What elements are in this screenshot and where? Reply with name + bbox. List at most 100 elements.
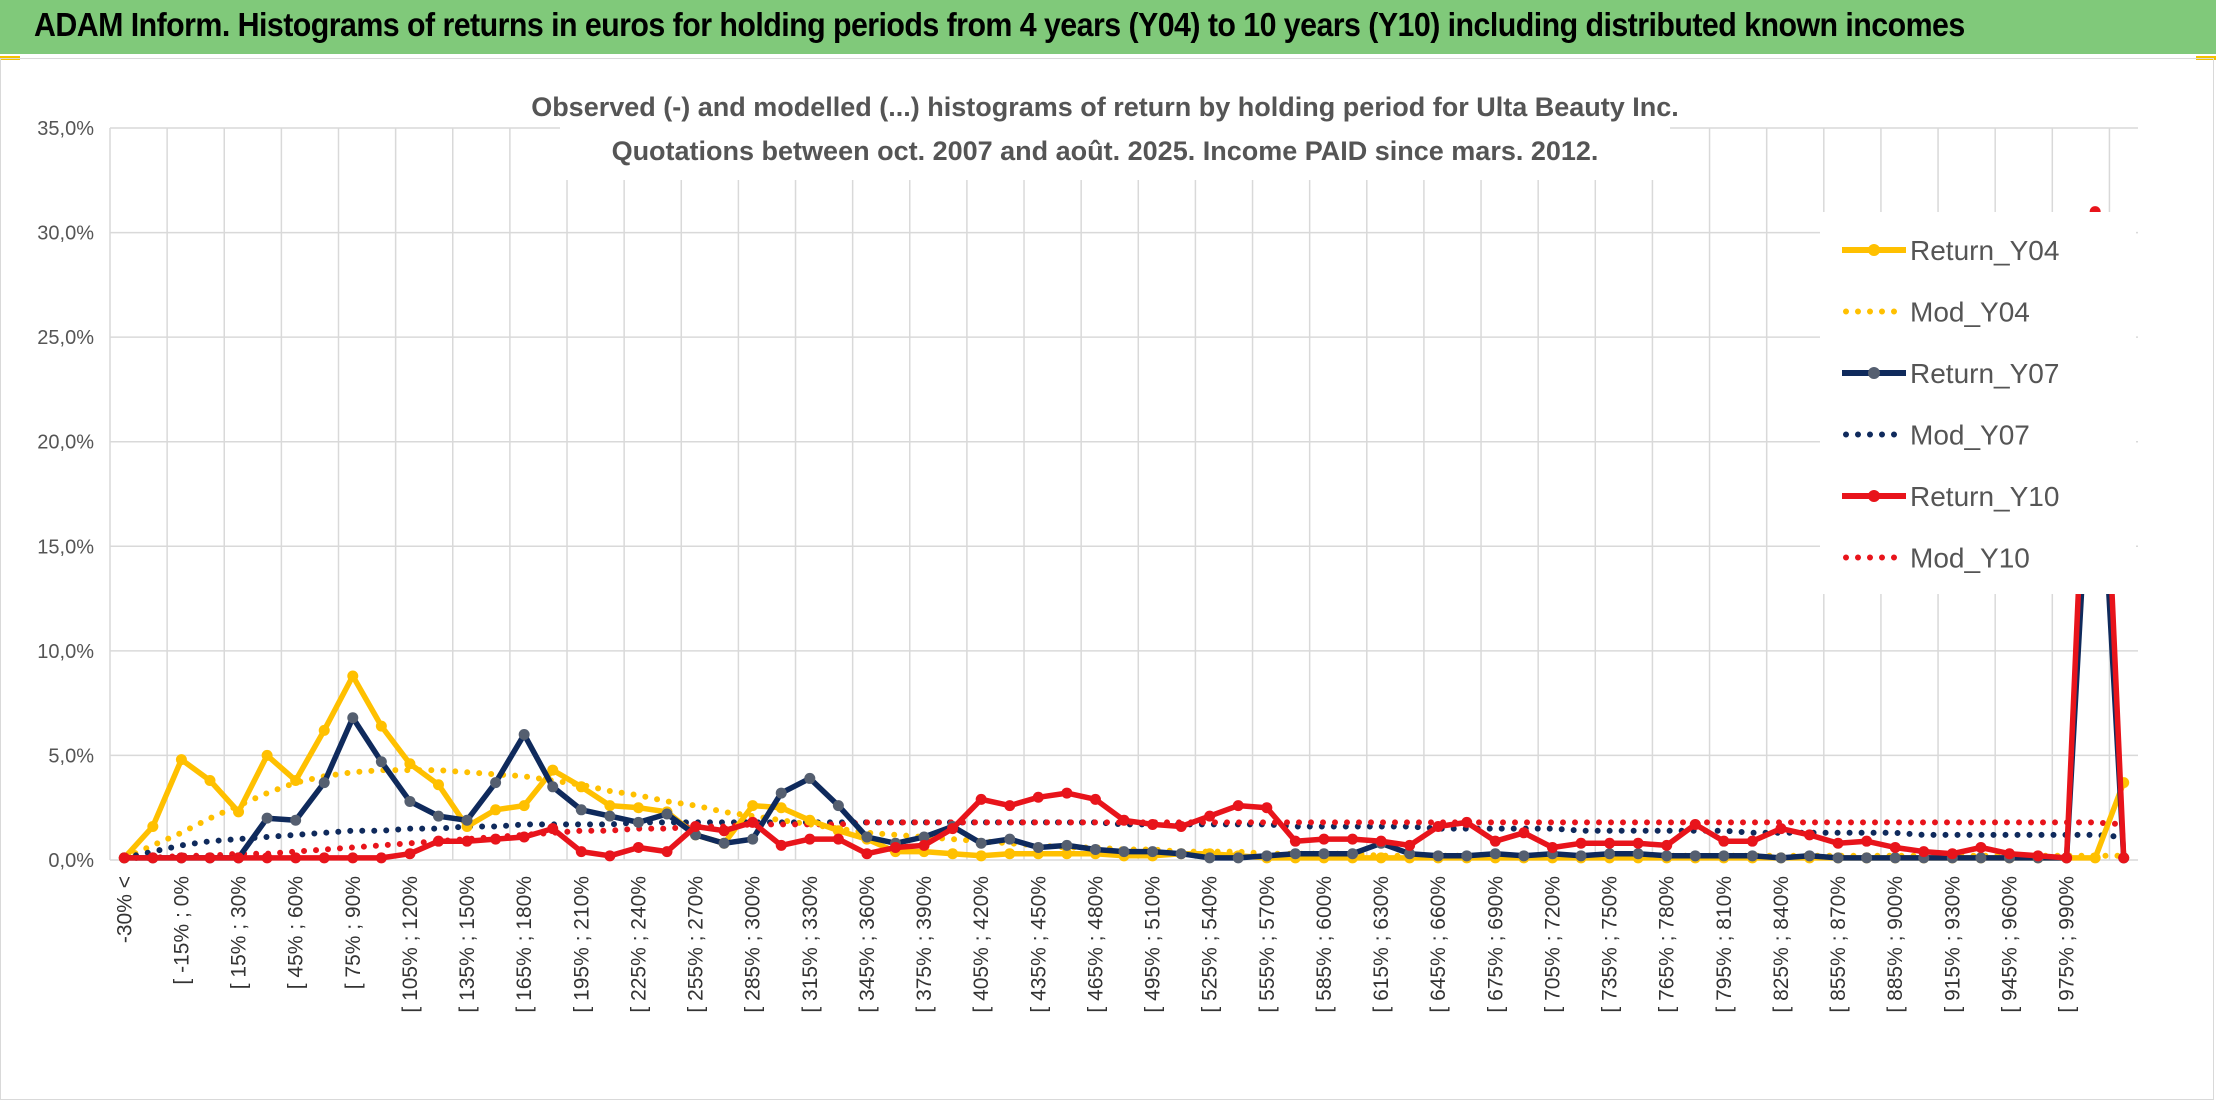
data-point — [1347, 848, 1359, 860]
data-point — [1147, 818, 1159, 830]
data-point — [632, 816, 644, 828]
data-point — [1604, 848, 1616, 860]
legend-label: Mod_Y07 — [1910, 420, 2030, 451]
data-point — [1946, 848, 1958, 860]
data-point — [1004, 800, 1016, 812]
data-point — [1718, 850, 1730, 862]
data-point — [490, 804, 502, 816]
x-tick-label: [ 525% ; 540% — [1199, 876, 1222, 1013]
data-point — [375, 720, 387, 732]
data-point — [1861, 852, 1873, 864]
data-point — [775, 839, 787, 851]
data-point — [404, 758, 416, 770]
data-point — [233, 806, 245, 818]
x-tick-label: [ 825% ; 840% — [1770, 876, 1793, 1013]
data-point — [547, 781, 559, 793]
x-tick-label: [ 75% ; 90% — [342, 876, 365, 989]
y-tick-label: 20,0% — [37, 432, 94, 454]
data-point — [604, 850, 616, 862]
data-point — [432, 779, 444, 791]
data-point — [1975, 852, 1987, 864]
x-tick-label: [ 945% ; 960% — [1998, 876, 2021, 1013]
y-tick-label: 35,0% — [37, 118, 94, 140]
x-tick-label: [ 705% ; 720% — [1541, 876, 1564, 1013]
x-tick-label: [ -15% ; 0% — [170, 876, 193, 985]
data-point — [1032, 791, 1044, 803]
data-point — [1918, 846, 1930, 858]
data-point — [1318, 833, 1330, 845]
data-point — [575, 781, 587, 793]
data-point — [461, 814, 473, 826]
title-background — [560, 82, 1670, 180]
data-point — [1232, 800, 1244, 812]
data-point — [290, 775, 302, 787]
data-point — [575, 804, 587, 816]
data-point — [461, 835, 473, 847]
x-tick-label: [ 225% ; 240% — [627, 876, 650, 1013]
data-point — [1318, 848, 1330, 860]
x-tick-label: [ 405% ; 420% — [970, 876, 993, 1013]
x-tick-label: [ 855% ; 870% — [1827, 876, 1850, 1013]
data-point — [861, 831, 873, 843]
data-point — [1604, 837, 1616, 849]
data-point — [518, 831, 530, 843]
data-point — [1489, 835, 1501, 847]
data-point — [432, 835, 444, 847]
data-point — [690, 821, 702, 833]
y-tick-label: 0,0% — [48, 850, 94, 872]
x-tick-label: -30% < — [113, 876, 136, 943]
data-point — [1661, 839, 1673, 851]
data-point — [1546, 841, 1558, 853]
data-point — [804, 772, 816, 784]
data-point — [1261, 802, 1273, 814]
data-point — [804, 814, 816, 826]
data-point — [233, 852, 245, 864]
data-point — [2118, 852, 2130, 864]
x-tick-label: [ 735% ; 750% — [1599, 876, 1622, 1013]
data-point — [490, 833, 502, 845]
data-point — [747, 800, 759, 812]
data-point — [1804, 829, 1816, 841]
data-point — [918, 831, 930, 843]
legend-label: Mod_Y10 — [1910, 543, 2030, 574]
data-point — [632, 841, 644, 853]
data-point — [889, 841, 901, 853]
data-point — [175, 754, 187, 766]
x-tick-label: [ 435% ; 450% — [1027, 876, 1050, 1013]
y-tick-label: 30,0% — [37, 223, 94, 245]
data-point — [947, 823, 959, 835]
x-tick-label: [ 195% ; 210% — [570, 876, 593, 1013]
data-point — [261, 812, 273, 824]
x-tick-label: [ 675% ; 690% — [1484, 876, 1507, 1013]
data-point — [1804, 850, 1816, 862]
data-point — [404, 848, 416, 860]
data-point — [1718, 835, 1730, 847]
data-point — [1118, 846, 1130, 858]
data-point — [747, 833, 759, 845]
legend-background — [1820, 212, 2136, 594]
data-point — [1289, 848, 1301, 860]
legend: Return_Y04 Mod_Y04 Return_Y07 Mod_Y07 Return… — [1820, 212, 2136, 594]
legend-marker — [1868, 490, 1880, 502]
data-point — [1089, 844, 1101, 856]
data-point — [290, 852, 302, 864]
page-title: ADAM Inform. Histograms of returns in eu… — [34, 6, 1965, 43]
x-tick-label: [ 495% ; 510% — [1142, 876, 1165, 1013]
data-point — [1175, 821, 1187, 833]
chart-title-line-1: Observed (-) and modelled (...) histogra… — [531, 92, 1679, 122]
data-point — [147, 852, 159, 864]
data-point — [2061, 852, 2073, 864]
data-point — [918, 839, 930, 851]
y-axis: 0,0% 5,0% 10,0% 15,0% 20,0% 25,0% 30,0% 35,0% — [37, 118, 94, 872]
data-point — [1289, 835, 1301, 847]
data-point — [975, 793, 987, 805]
data-point — [1261, 850, 1273, 862]
data-point — [1746, 850, 1758, 862]
data-point — [404, 795, 416, 807]
data-point — [261, 749, 273, 761]
y-tick-label: 5,0% — [48, 745, 94, 767]
legend-item-Mod_Y10: Mod_Y10 — [1843, 543, 2030, 574]
data-point — [1004, 848, 1016, 860]
data-point — [1518, 827, 1530, 839]
